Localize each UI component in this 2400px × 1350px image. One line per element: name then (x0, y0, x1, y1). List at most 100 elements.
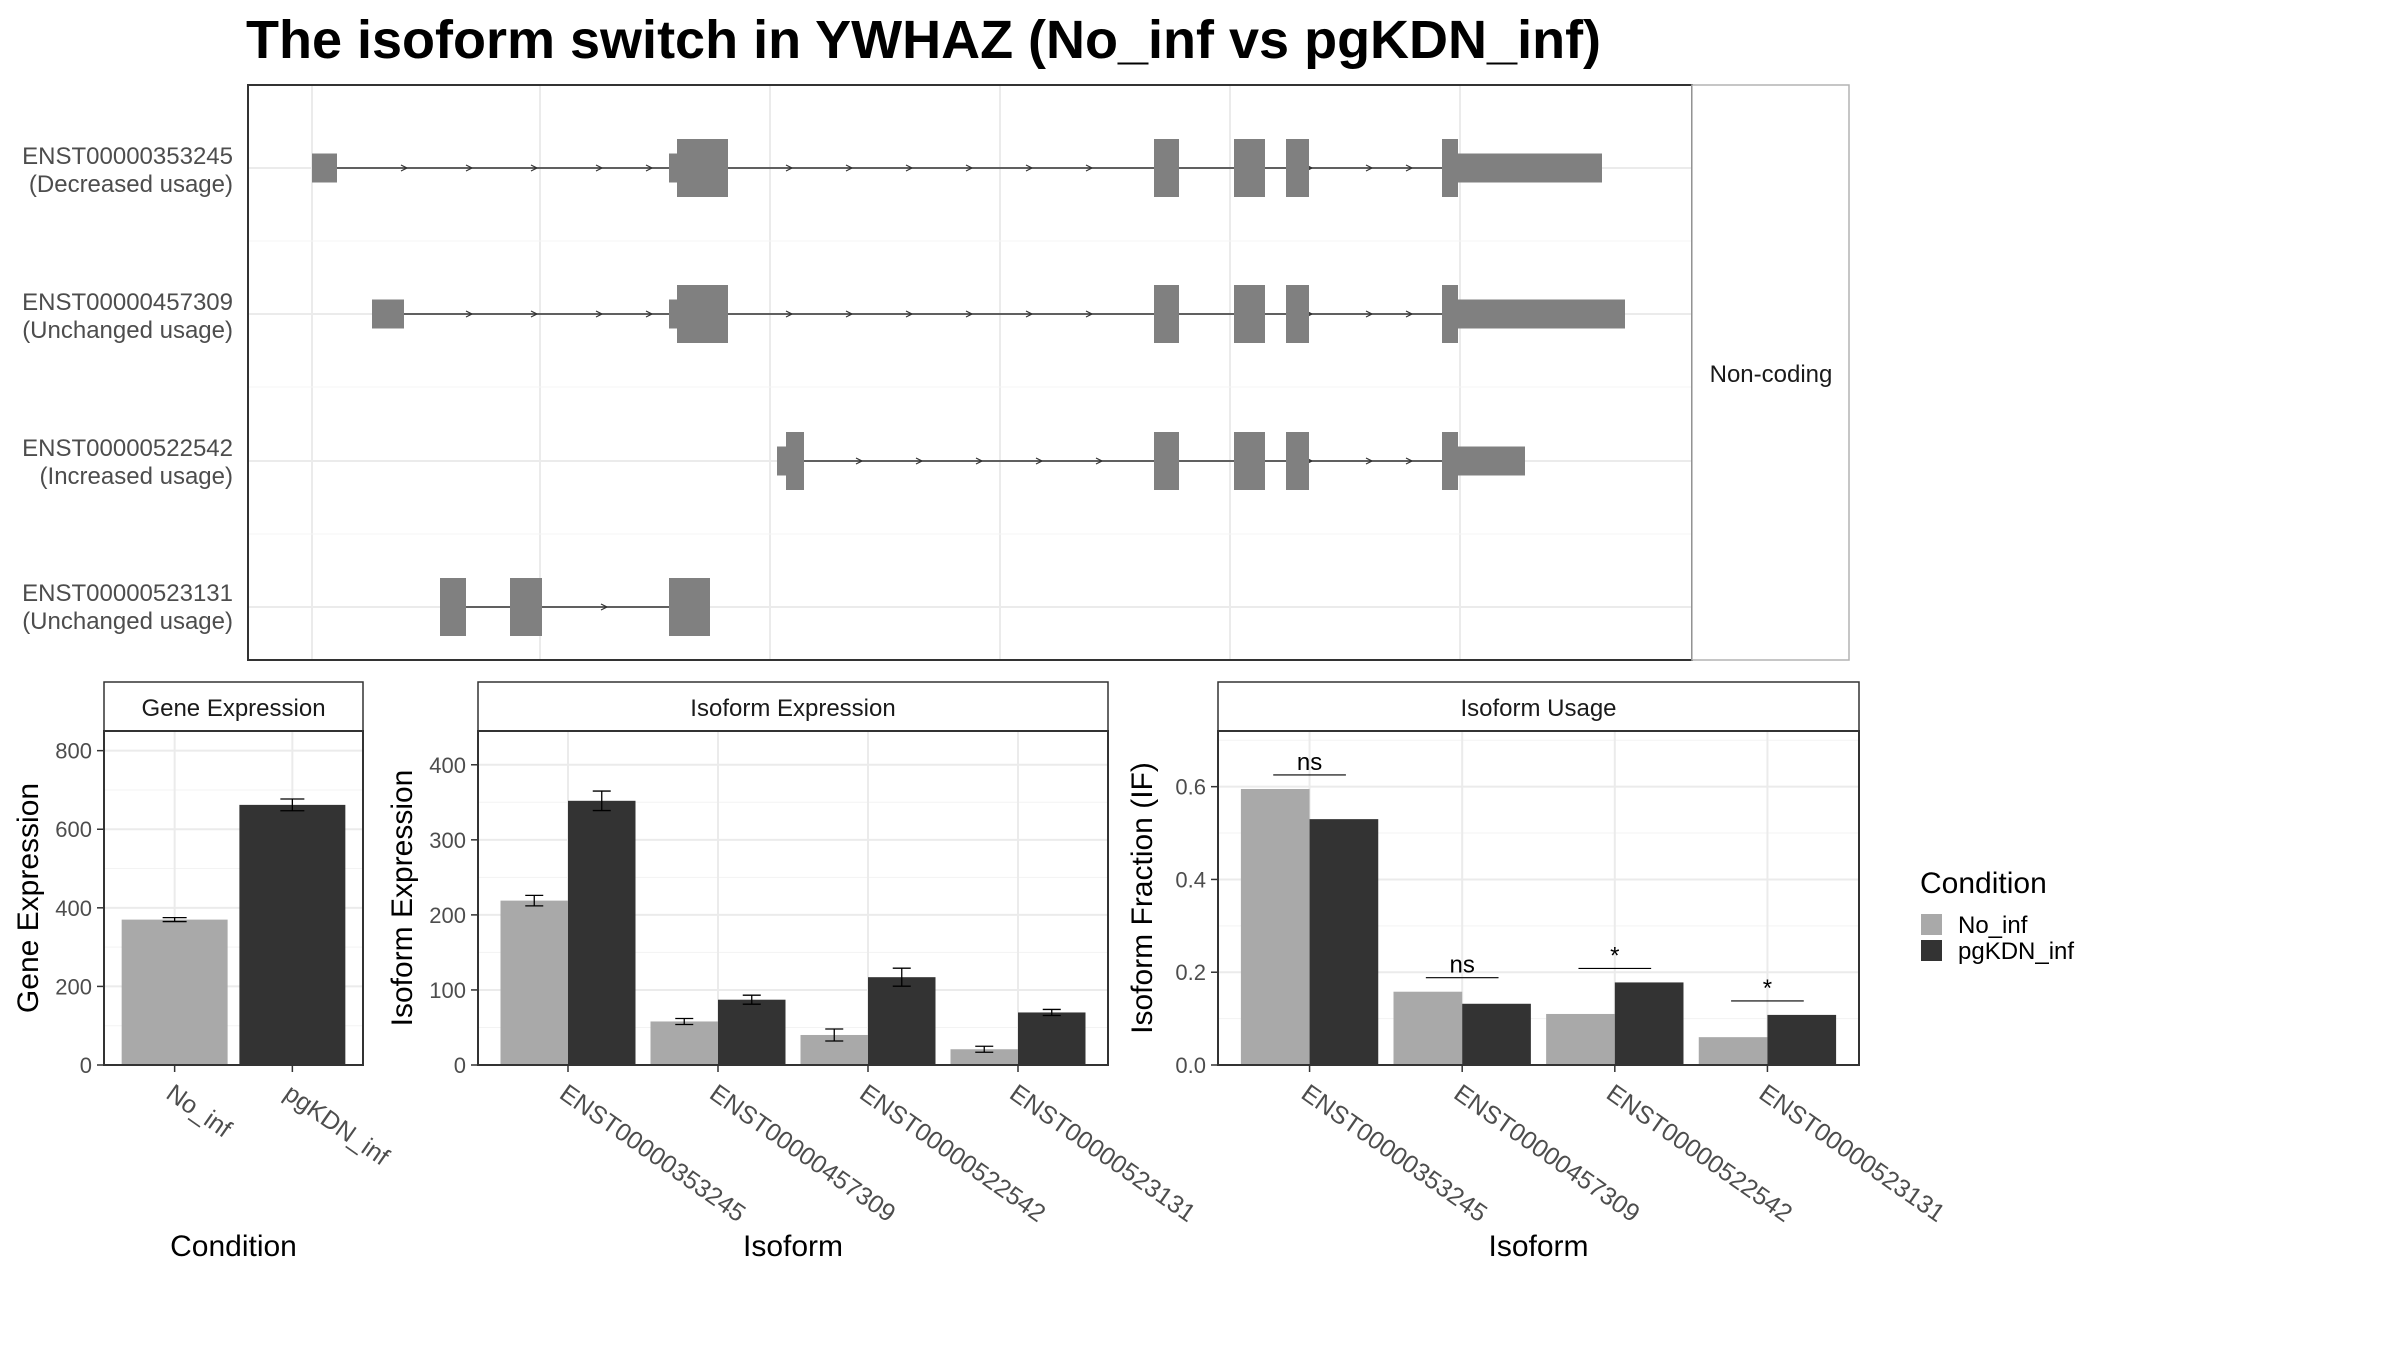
exon-block (1442, 432, 1458, 490)
exon-block (440, 578, 466, 636)
intron-arrow (975, 457, 984, 465)
intron-arrow (785, 310, 794, 318)
bar (500, 900, 568, 1065)
intron-arrow (400, 164, 409, 172)
transcript-label-3: ENST00000522542 (Increased usage) (22, 435, 233, 490)
error-bar (1042, 1008, 1061, 1017)
transcript-id-label: ENST00000522542 (22, 435, 233, 462)
intron-arrow (965, 310, 974, 318)
non-coding-strip (1691, 84, 1850, 661)
exon-block (1442, 285, 1458, 343)
significance-label: ns (1297, 749, 1322, 776)
intron-arrow (465, 164, 474, 172)
exon-block (786, 432, 804, 490)
bar (121, 919, 228, 1065)
exon-block (677, 139, 728, 197)
error-bar (162, 916, 187, 923)
exon-block (1154, 139, 1179, 197)
bar (568, 800, 636, 1065)
y-axis-title: Gene Expression (12, 783, 45, 1013)
transcript-label-1: ENST00000353245 (Decreased usage) (22, 143, 233, 198)
transcript-track-2 (372, 285, 1625, 343)
transcript-id-label: ENST00000353245 (22, 143, 233, 170)
y-tick-label: 0.2 (1175, 960, 1206, 985)
exon-block (1286, 432, 1309, 490)
transcript-usage-label: (Unchanged usage) (22, 608, 233, 635)
transcript-usage-label: (Increased usage) (40, 463, 233, 490)
exon-block (510, 578, 542, 636)
intron-arrow (645, 164, 654, 172)
intron-arrow (1085, 164, 1094, 172)
y-tick-label: 0.4 (1175, 867, 1206, 892)
bar (239, 804, 346, 1065)
error-bar (525, 894, 544, 907)
y-tick-label: 300 (429, 828, 466, 853)
y-axis-title: Isoform Expression (386, 770, 419, 1027)
x-axis-title: Isoform (1488, 1230, 1588, 1263)
exon-block (669, 153, 677, 183)
error-bar (675, 1017, 694, 1026)
y-tick-label: 600 (55, 817, 92, 842)
bar (1614, 982, 1684, 1065)
error-bar (975, 1045, 994, 1053)
bar (1309, 819, 1379, 1065)
exon-block (372, 299, 404, 329)
exon-block (312, 153, 337, 183)
transcript-id-label: ENST00000457309 (22, 289, 233, 316)
exon-block (1458, 446, 1525, 476)
legend-swatch-no-inf (1921, 914, 1942, 935)
exon-block (1442, 139, 1458, 197)
exon-block (1154, 432, 1179, 490)
exon-block (1286, 285, 1309, 343)
exon-block (1234, 139, 1265, 197)
strip-background (103, 681, 364, 732)
intron-arrow (1025, 310, 1034, 318)
transcript-label-2: ENST00000457309 (Unchanged usage) (22, 289, 233, 344)
exon-block (669, 299, 677, 329)
exon-block (1234, 285, 1265, 343)
y-tick-label: 200 (55, 974, 92, 999)
intron-arrow (1405, 164, 1414, 172)
intron-arrow (1085, 310, 1094, 318)
intron-arrow (1095, 457, 1104, 465)
significance-annotation: * (1731, 975, 1804, 1002)
y-tick-label: 100 (429, 978, 466, 1003)
transcript-track-3 (777, 432, 1525, 490)
strip-title: Isoform Expression (690, 695, 895, 722)
transcript-track-1 (312, 139, 1602, 197)
intron-arrow (855, 457, 864, 465)
significance-annotation: ns (1425, 952, 1499, 979)
intron-arrow (845, 164, 854, 172)
significance-label: * (1610, 942, 1619, 969)
panel-border (1217, 730, 1860, 1066)
intron-arrow (1405, 310, 1414, 318)
legend: Condition No_inf pgKDN_inf (1920, 867, 2074, 965)
error-bar (892, 967, 911, 987)
intron-arrow (915, 457, 924, 465)
isoform-expression-chart: Isoform Expression0100200300400ENST00000… (386, 681, 1201, 1263)
y-tick-label: 0.0 (1175, 1053, 1206, 1078)
transcript-id-label: ENST00000523131 (22, 580, 233, 607)
bar (1462, 1003, 1531, 1065)
structure-tracks (312, 139, 1625, 636)
intron-arrow (465, 310, 474, 318)
legend-label-pgkdn-inf: pgKDN_inf (1958, 938, 2074, 965)
exon-block (669, 578, 710, 636)
significance-label: * (1763, 975, 1772, 1002)
intron-arrow (1365, 457, 1374, 465)
intron-arrow (965, 164, 974, 172)
strip-title: Isoform Usage (1460, 695, 1616, 722)
intron-arrow (785, 164, 794, 172)
bar (1018, 1012, 1086, 1065)
exon-block (677, 285, 728, 343)
y-tick-label: 200 (429, 903, 466, 928)
intron-arrow (595, 310, 604, 318)
intron-arrow (1025, 164, 1034, 172)
transcript-structure-panel: Non-coding ENST00000353245 (Decreased us… (22, 84, 1850, 661)
legend-swatch-pgkdn-inf (1921, 940, 1942, 961)
y-tick-label: 0 (454, 1053, 466, 1078)
significance-annotation: * (1578, 942, 1652, 969)
significance-label: ns (1450, 952, 1475, 979)
